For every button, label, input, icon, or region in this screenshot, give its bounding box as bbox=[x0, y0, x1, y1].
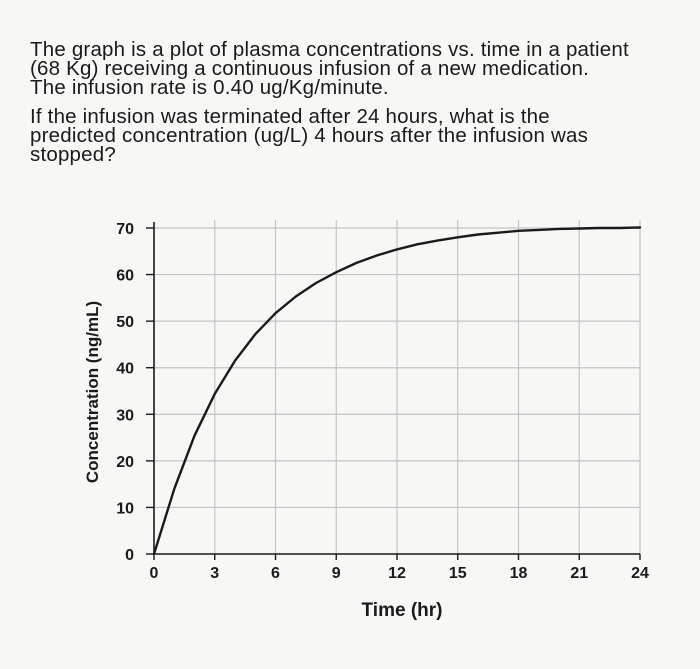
question-paragraph-1: The graph is a plot of plasma concentrat… bbox=[30, 38, 680, 99]
y-tick-label: 30 bbox=[116, 407, 134, 424]
y-tick-label: 40 bbox=[116, 361, 134, 378]
question-line: stopped? bbox=[30, 143, 116, 166]
grid bbox=[154, 220, 641, 554]
x-axis-label: Time (hr) bbox=[362, 600, 443, 621]
question-line: The infusion rate is 0.40 ug/Kg/minute. bbox=[30, 76, 389, 99]
x-tick-label: 15 bbox=[449, 565, 467, 582]
y-tick-label: 60 bbox=[116, 268, 134, 285]
question-line: The graph is a plot of plasma concentrat… bbox=[30, 38, 629, 61]
concentration-curve bbox=[152, 226, 642, 556]
y-tick-label: 10 bbox=[116, 500, 134, 517]
y-tick-label: 50 bbox=[116, 314, 134, 331]
question-line: predicted concentration (ug/L) 4 hours a… bbox=[30, 124, 589, 147]
y-tick-label: 70 bbox=[116, 221, 134, 238]
y-tick-label: 0 bbox=[125, 547, 134, 564]
question-line: (68 Kg) receiving a continuous infusion … bbox=[30, 57, 589, 80]
x-tick-label: 0 bbox=[150, 565, 159, 582]
x-tick-label: 9 bbox=[332, 565, 341, 582]
x-tick-label: 3 bbox=[210, 565, 219, 582]
axes bbox=[146, 222, 641, 560]
question-line: If the infusion was terminated after 24 … bbox=[30, 105, 550, 128]
x-tick-label: 12 bbox=[388, 565, 406, 582]
y-axis-label: Concentration (ng/mL) bbox=[83, 301, 102, 483]
y-tick-label: 20 bbox=[116, 454, 134, 471]
question-paragraph-2: If the infusion was terminated after 24 … bbox=[30, 105, 680, 166]
x-tick-label: 6 bbox=[271, 565, 280, 582]
series bbox=[152, 226, 642, 556]
x-tick-label: 21 bbox=[570, 565, 588, 582]
x-tick-label: 24 bbox=[631, 565, 649, 582]
tick-labels: 0 10 20 30 40 50 60 70 0 3 6 9 12 15 18 21 24 bbox=[116, 221, 649, 582]
question-text: The graph is a plot of plasma concentrat… bbox=[30, 38, 680, 174]
x-tick-label: 18 bbox=[510, 565, 528, 582]
